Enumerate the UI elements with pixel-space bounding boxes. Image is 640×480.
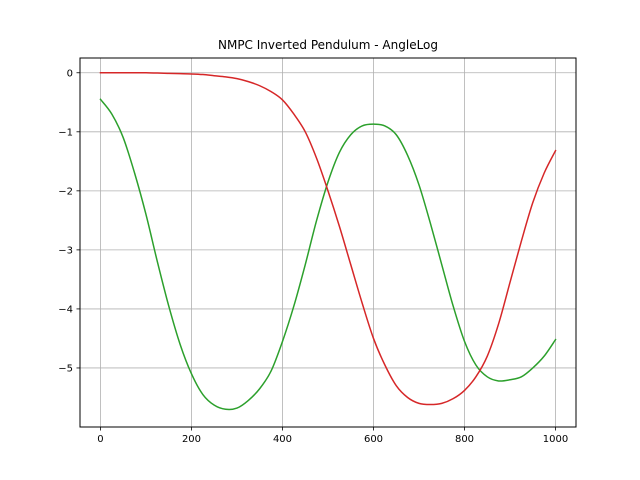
x-tick-label: 600 — [364, 434, 383, 445]
x-tick-label: 0 — [97, 434, 103, 445]
y-tick-label: −1 — [58, 127, 73, 138]
y-tick-label: −4 — [58, 304, 73, 315]
plot-frame — [79, 57, 577, 428]
x-tick-label: 1000 — [543, 434, 568, 445]
series-line-2 — [99, 71, 557, 406]
y-tick-label: 0 — [67, 68, 73, 79]
y-tick-label: −5 — [58, 363, 73, 374]
x-tick-label: 400 — [273, 434, 292, 445]
x-tick-label: 800 — [455, 434, 474, 445]
y-tick-label: −3 — [58, 245, 73, 256]
axis-ticks: 0 200 400 600 800 1000 0 −1 −2 −3 −4 −5 — [58, 68, 568, 445]
series-line-1 — [99, 98, 557, 411]
chart-title: NMPC Inverted Pendulum - AngleLog — [218, 38, 438, 52]
series-layer — [99, 71, 557, 411]
x-tick-label: 200 — [182, 434, 201, 445]
y-tick-label: −2 — [58, 186, 73, 197]
